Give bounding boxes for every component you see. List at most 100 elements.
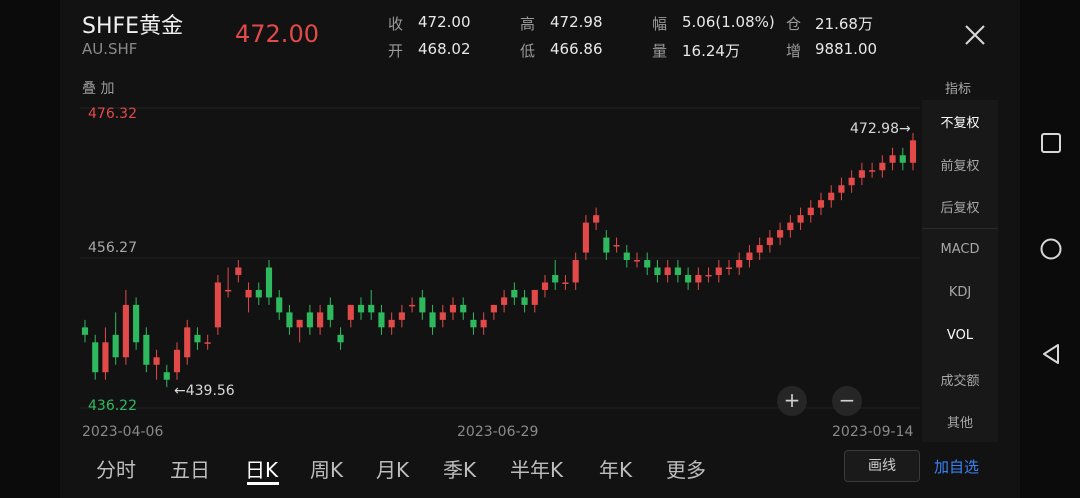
candle-body (143, 334, 150, 365)
candle (184, 319, 191, 365)
candle (501, 289, 508, 313)
candle (163, 364, 170, 388)
candle-body (480, 319, 487, 328)
tab-intraday[interactable]: 分时 (96, 458, 136, 482)
candle (603, 230, 610, 261)
square-nav-icon[interactable] (1040, 132, 1062, 154)
candlestick-chart[interactable] (80, 100, 920, 418)
tab-five-day[interactable]: 五日 (170, 458, 210, 482)
candle-body (705, 274, 712, 277)
candle-body (317, 312, 324, 328)
candle-body (245, 289, 252, 298)
candle-body (378, 312, 385, 328)
back-nav-icon[interactable] (1040, 342, 1062, 366)
candle (357, 297, 365, 320)
tab-weekly-k[interactable]: 周K (310, 458, 344, 482)
candle (654, 260, 661, 283)
side-item-macd[interactable]: MACD (940, 242, 980, 257)
candle (368, 289, 375, 320)
side-item-turnover[interactable]: 成交额 (940, 374, 980, 389)
candle-body (603, 237, 610, 253)
system-nav-bar (1020, 0, 1080, 498)
candle (194, 327, 201, 350)
candle (582, 215, 589, 261)
candle (409, 297, 416, 313)
candle (327, 297, 334, 328)
candle-body (337, 334, 344, 343)
candle (838, 177, 845, 201)
candle-body (92, 342, 99, 373)
candle (122, 289, 129, 365)
candle (736, 252, 743, 275)
candle-body (470, 319, 477, 328)
stat-value-increase: 9881.00 (815, 40, 878, 58)
side-item-no-adjust[interactable]: 不复权 (940, 116, 980, 131)
tab-monthly-k[interactable]: 月K (376, 458, 410, 482)
side-item-backward-adjust[interactable]: 后复权 (940, 201, 980, 216)
candle-body (490, 304, 497, 313)
stat-label-high: 高 (520, 15, 536, 33)
candle (204, 334, 211, 350)
candle-body (184, 327, 191, 358)
tab-quarterly-k[interactable]: 季K (443, 458, 477, 482)
candle (133, 297, 140, 350)
circle-nav-icon[interactable] (1039, 237, 1063, 261)
candle (593, 207, 600, 231)
tab-daily-k[interactable]: 日K (245, 458, 279, 482)
candle (388, 312, 395, 335)
candle (899, 147, 906, 171)
candle (695, 267, 702, 290)
tab-half-year-k[interactable]: 半年K (510, 458, 564, 482)
candle (460, 297, 467, 320)
candle-body (777, 230, 784, 238)
candle-body (194, 334, 201, 343)
candle (633, 252, 641, 268)
stat-value-open: 468.02 (418, 40, 471, 58)
indicator-button[interactable]: 指标 (945, 82, 972, 97)
candle (817, 192, 825, 216)
candle-body (613, 245, 620, 247)
candle-body (296, 319, 303, 328)
candle (153, 349, 160, 380)
candle (235, 260, 242, 283)
left-edge-bar (0, 0, 60, 498)
candle-body (531, 289, 538, 305)
side-item-forward-adjust[interactable]: 前复权 (940, 159, 980, 174)
stat-value-change: 5.06(1.08%) (682, 13, 775, 31)
candle (787, 215, 794, 238)
candle-body (286, 312, 293, 328)
candle (490, 304, 497, 320)
side-item-kdj[interactable]: KDJ (948, 285, 972, 300)
candle-body (327, 304, 334, 320)
close-button[interactable] (962, 22, 988, 48)
candle-body (593, 215, 600, 223)
candle-body (756, 245, 763, 253)
overlay-button[interactable]: 叠 加 (82, 81, 115, 97)
candle (511, 282, 518, 305)
zoom-in-button[interactable]: + (777, 386, 807, 416)
candle-body (695, 274, 702, 283)
stat-value-open-interest: 21.68万 (815, 15, 873, 33)
candle-body (409, 304, 416, 307)
stat-value-low: 466.86 (550, 40, 603, 58)
tab-more[interactable]: 更多 (666, 458, 706, 482)
candle-body (102, 342, 109, 373)
date-label-end: 2023-09-14 (832, 424, 914, 440)
side-item-other[interactable]: 其他 (946, 416, 973, 431)
stat-value-close: 472.00 (418, 13, 471, 31)
tab-yearly-k[interactable]: 年K (599, 458, 633, 482)
candle-body (163, 372, 170, 380)
zoom-out-button[interactable]: − (832, 386, 862, 416)
draw-line-button[interactable]: 画线 (844, 450, 920, 482)
stat-label-low: 低 (520, 42, 536, 60)
candle (644, 252, 651, 275)
side-item-vol[interactable]: VOL (946, 328, 974, 343)
candle-body (541, 282, 549, 290)
candle-body (204, 342, 211, 344)
candle-body (214, 282, 221, 328)
candle-body (511, 289, 518, 298)
candle (756, 237, 763, 261)
candle (807, 200, 814, 223)
candle (347, 304, 354, 328)
add-watchlist-button[interactable]: 加自选 (934, 458, 980, 476)
